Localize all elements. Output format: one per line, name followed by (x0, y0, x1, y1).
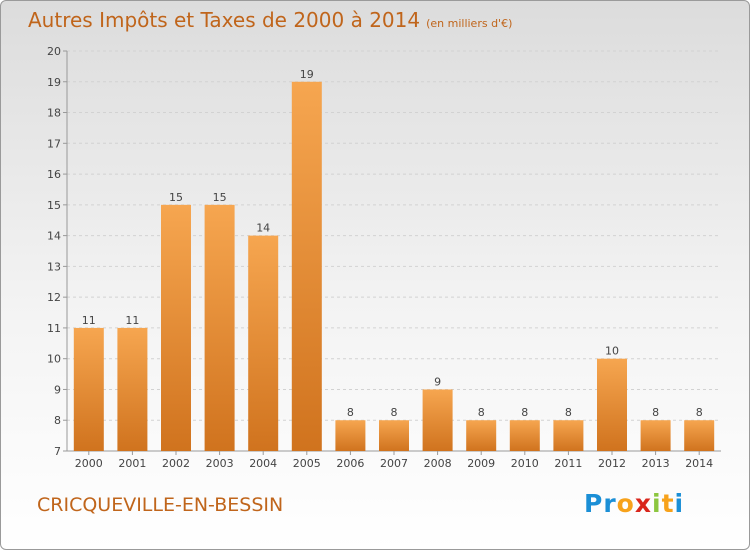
logo-letter: i (652, 489, 662, 518)
data-label: 8 (478, 406, 485, 419)
y-tick-labels: 7 8 9 10 11 12 13 14 15 16 17 18 19 20 (47, 45, 61, 458)
data-label: 14 (256, 222, 270, 235)
x-tick-label: 2012 (598, 457, 626, 470)
data-label: 9 (434, 375, 441, 388)
bar (509, 420, 540, 451)
y-tick-label: 13 (47, 260, 61, 273)
x-tick-label: 2010 (511, 457, 539, 470)
logo-letter: x (634, 489, 652, 518)
x-tick-label: 2009 (467, 457, 495, 470)
x-tick-label: 2013 (642, 457, 670, 470)
data-label: 8 (652, 406, 659, 419)
x-tick-label: 2008 (424, 457, 452, 470)
chart-title-text: Autres Impôts et Taxes de 2000 à 2014 (28, 8, 421, 32)
x-tick-label: 2006 (336, 457, 364, 470)
data-label: 8 (565, 406, 572, 419)
y-tick-label: 9 (54, 383, 61, 396)
x-tick-label: 2004 (249, 457, 277, 470)
bar (553, 420, 584, 451)
bar (161, 204, 191, 451)
x-tick-label: 2003 (206, 457, 234, 470)
x-tick-label: 2002 (162, 457, 190, 470)
data-label: 8 (391, 406, 398, 419)
bars (73, 81, 715, 452)
y-tick-label: 18 (47, 107, 61, 120)
logo-letter: P (584, 489, 604, 518)
y-tick-label: 15 (47, 199, 61, 212)
y-tick-label: 20 (47, 45, 61, 58)
proxiti-logo: Proxiti (584, 489, 684, 518)
data-label: 8 (521, 406, 528, 419)
bar (248, 235, 279, 451)
data-label: 15 (169, 191, 183, 204)
logo-letter: o (616, 489, 635, 518)
bar (466, 420, 497, 451)
bar (335, 420, 366, 451)
logo-letter: t (661, 489, 675, 518)
x-tick-label: 2001 (118, 457, 146, 470)
y-tick-label: 19 (47, 76, 61, 89)
data-label: 8 (696, 406, 703, 419)
data-label: 11 (125, 314, 139, 327)
logo-letter: r (603, 489, 617, 518)
y-tick-label: 11 (47, 322, 61, 335)
bar (204, 204, 235, 451)
x-tick-label: 2005 (293, 457, 321, 470)
x-tick-label: 2007 (380, 457, 408, 470)
data-label: 11 (82, 314, 96, 327)
bar (73, 327, 104, 451)
data-label: 19 (300, 68, 314, 81)
chart-subtitle: (en milliers d'€) (426, 17, 513, 30)
bar (291, 81, 322, 452)
bar (379, 420, 409, 451)
y-tick-label: 14 (47, 230, 61, 243)
x-tick-label: 2014 (685, 457, 713, 470)
bar (684, 420, 715, 451)
town-name: CRICQUEVILLE-EN-BESSIN (37, 494, 284, 516)
data-label: 8 (347, 406, 354, 419)
x-tick-labels: 2000 2001 2002 2003 2004 2005 2006 2007 2008 2009… (75, 457, 713, 470)
chart-title: Autres Impôts et Taxes de 2000 à 2014 (en… (28, 8, 512, 32)
y-tick-label: 12 (47, 291, 61, 304)
y-tick-label: 10 (47, 353, 61, 366)
y-tick-label: 16 (47, 168, 61, 181)
bar (422, 389, 453, 451)
data-label: 10 (605, 345, 619, 358)
x-tick-label: 2000 (75, 457, 103, 470)
logo-letter: i (674, 489, 685, 518)
bar (117, 327, 148, 451)
y-tick-label: 7 (54, 445, 61, 458)
bar (597, 358, 627, 451)
bar (640, 420, 671, 451)
y-tick-label: 8 (54, 414, 61, 427)
y-tick-label: 17 (47, 137, 61, 150)
data-label: 15 (213, 191, 227, 204)
data-labels: 11 11 15 15 14 19 8 8 9 8 8 8 10 8 8 (82, 68, 703, 419)
x-tick-label: 2011 (554, 457, 582, 470)
